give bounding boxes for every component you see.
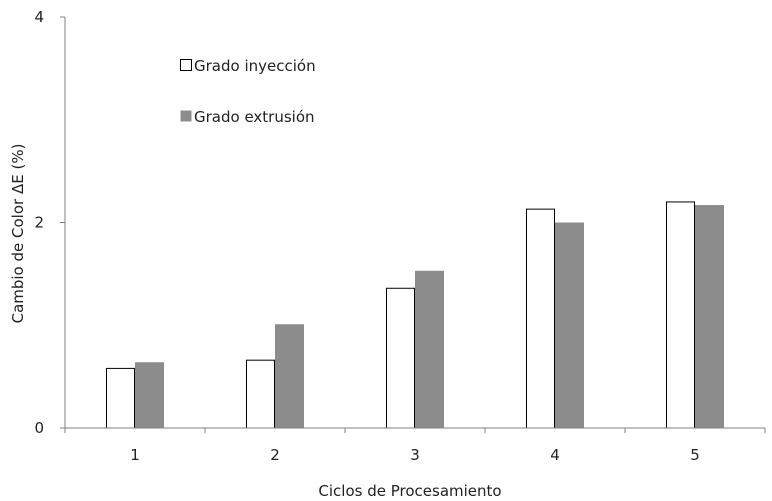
y-tick-label: 4: [34, 8, 44, 26]
bar-inyeccion: [386, 287, 415, 429]
y-tick-label: 0: [34, 419, 44, 437]
bar-inyeccion: [526, 208, 555, 429]
bar-extrusion: [415, 270, 444, 428]
x-axis-ticks: 1 2 3 4 5: [64, 428, 766, 464]
x-tick-label: 5: [690, 446, 700, 464]
x-tick-label: 3: [410, 446, 420, 464]
bar-extrusion: [135, 362, 164, 428]
x-tick-label: 2: [270, 446, 280, 464]
x-axis-title: Ciclos de Procesamiento: [318, 482, 501, 500]
legend-swatch-inyeccion: [180, 59, 192, 71]
y-axis-title: Cambio de Color ΔE (%): [9, 144, 27, 324]
bar-extrusion: [695, 205, 724, 428]
legend: Grado inyección Grado extrusión: [180, 57, 316, 126]
bar-inyeccion: [666, 201, 695, 429]
legend-label-inyeccion: Grado inyección: [194, 57, 316, 75]
y-axis-ticks: 0 2 4: [34, 8, 65, 437]
bar-inyeccion: [106, 367, 135, 429]
x-tick-label: 4: [550, 446, 560, 464]
bar-extrusion: [555, 222, 584, 428]
legend-label-extrusion: Grado extrusión: [194, 108, 315, 126]
bars-group: [106, 201, 724, 429]
legend-swatch-extrusion: [180, 110, 192, 122]
bar-inyeccion: [246, 359, 275, 429]
y-tick-label: 2: [34, 214, 44, 232]
bar-extrusion: [275, 324, 304, 428]
x-tick-label: 1: [130, 446, 140, 464]
